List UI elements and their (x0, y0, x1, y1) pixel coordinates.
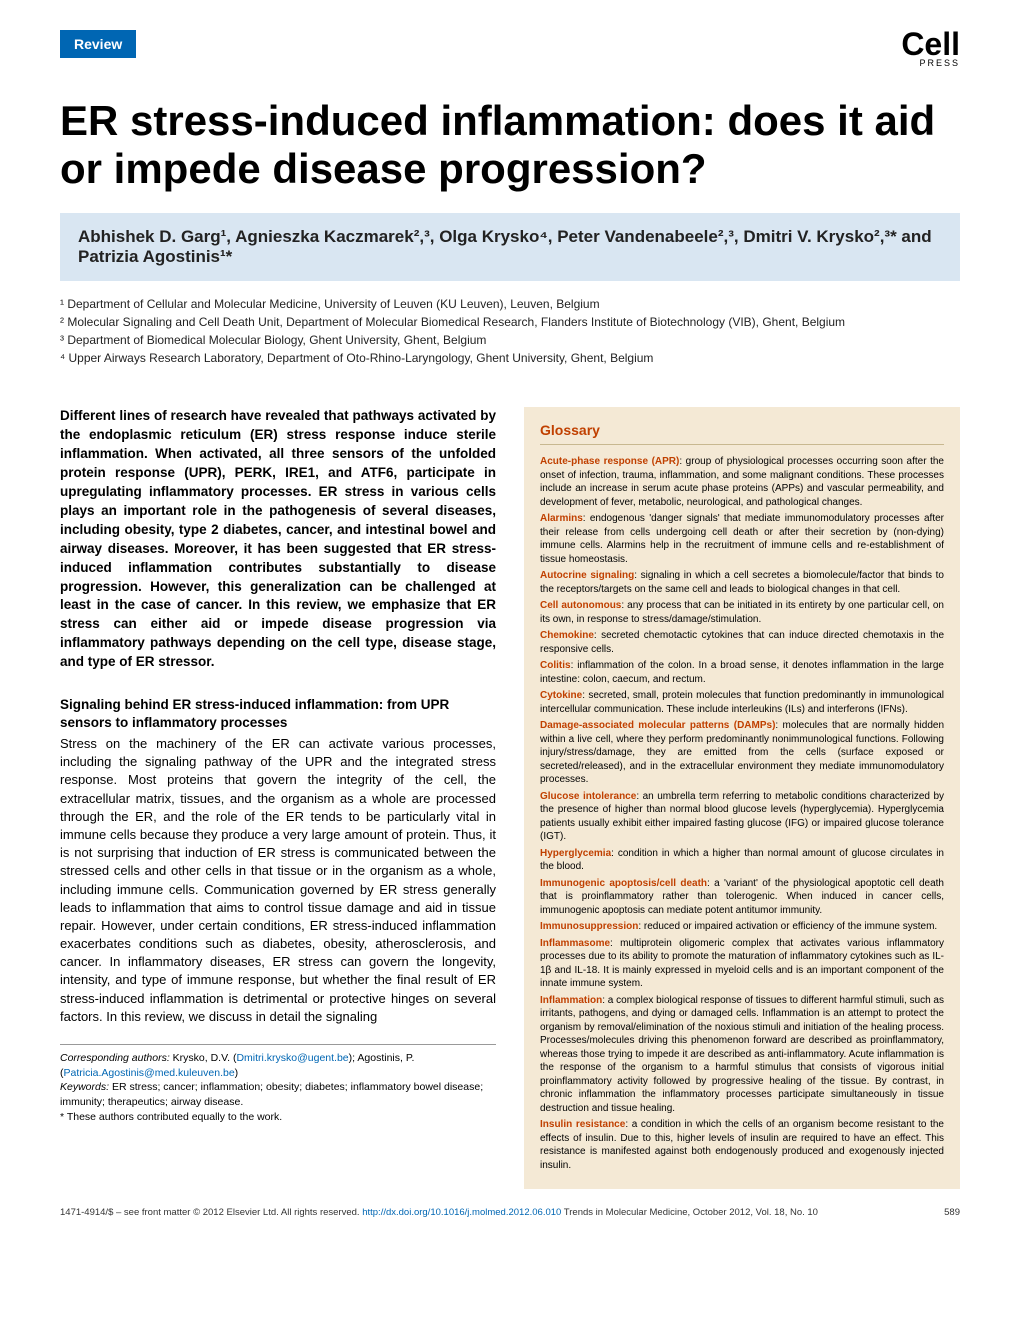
email-link-2[interactable]: Patricia.Agostinis@med.kuleuven.be (64, 1067, 235, 1079)
glossary-definition: : endogenous 'danger signals' that media… (540, 513, 944, 565)
affiliation-line: ³ Department of Biomedical Molecular Bio… (60, 331, 960, 349)
keywords-text: ER stress; cancer; inflammation; obesity… (60, 1081, 483, 1108)
glossary-definition: : inflammation of the colon. In a broad … (540, 660, 944, 685)
left-column: Different lines of research have reveale… (60, 407, 496, 1189)
glossary-term: Colitis (540, 660, 571, 671)
affiliations: ¹ Department of Cellular and Molecular M… (60, 295, 960, 367)
glossary-entry: Alarmins: endogenous 'danger signals' th… (540, 512, 944, 566)
glossary-definition: : secreted, small, protein molecules tha… (540, 690, 944, 715)
authors-list: Abhishek D. Garg¹, Agnieszka Kaczmarek²,… (60, 213, 960, 281)
abstract: Different lines of research have reveale… (60, 407, 496, 671)
footer-left: 1471-4914/$ – see front matter © 2012 El… (60, 1207, 818, 1218)
cell-press-logo: Cell PRESS (901, 30, 960, 67)
equal-contribution-note: * These authors contributed equally to t… (60, 1110, 496, 1125)
glossary-entry: Autocrine signaling: signaling in which … (540, 569, 944, 596)
footer: 1471-4914/$ – see front matter © 2012 El… (0, 1199, 1020, 1238)
glossary-entry: Cell autonomous: any process that can be… (540, 599, 944, 626)
glossary-definition: : secreted chemotactic cytokines that ca… (540, 630, 944, 655)
glossary-term: Hyperglycemia (540, 848, 611, 859)
affiliation-line: ² Molecular Signaling and Cell Death Uni… (60, 313, 960, 331)
glossary-term: Cell autonomous (540, 600, 621, 611)
header-bar: Review Cell PRESS (0, 0, 1020, 77)
copyright-text: 1471-4914/$ – see front matter © 2012 El… (60, 1207, 362, 1218)
glossary-definition: : a complex biological response of tissu… (540, 995, 944, 1114)
glossary-term: Insulin resistance (540, 1119, 625, 1130)
glossary-definition: : reduced or impaired activation or effi… (638, 921, 937, 932)
glossary-entry: Insulin resistance: a condition in which… (540, 1118, 944, 1172)
glossary-entry: Hyperglycemia: condition in which a high… (540, 847, 944, 874)
glossary-entries: Acute-phase response (APR): group of phy… (540, 455, 944, 1172)
glossary-entry: Inflammasome: multiprotein oligomeric co… (540, 937, 944, 991)
glossary-term: Inflammation (540, 995, 602, 1006)
glossary-term: Chemokine (540, 630, 594, 641)
glossary-term: Autocrine signaling (540, 570, 634, 581)
keywords-label: Keywords: (60, 1081, 109, 1093)
glossary-entry: Damage-associated molecular patterns (DA… (540, 719, 944, 787)
affiliation-line: ¹ Department of Cellular and Molecular M… (60, 295, 960, 313)
glossary-term: Damage-associated molecular patterns (DA… (540, 720, 775, 731)
glossary-term: Alarmins (540, 513, 583, 524)
glossary-entry: Immunosuppression: reduced or impaired a… (540, 920, 944, 934)
article-title: ER stress-induced inflammation: does it … (60, 97, 960, 194)
keywords-line: Keywords: ER stress; cancer; inflammatio… (60, 1080, 496, 1109)
page-number: 589 (944, 1207, 960, 1218)
glossary-entry: Glucose intolerance: an umbrella term re… (540, 790, 944, 844)
email-link-1[interactable]: Dmitri.krysko@ugent.be (236, 1052, 348, 1064)
glossary-term: Inflammasome (540, 938, 610, 949)
glossary-entry: Immunogenic apoptosis/cell death: a 'var… (540, 877, 944, 918)
doi-link[interactable]: http://dx.doi.org/10.1016/j.molmed.2012.… (362, 1207, 561, 1218)
correspondence-block: Corresponding authors: Krysko, D.V. (Dmi… (60, 1044, 496, 1124)
glossary-entry: Chemokine: secreted chemotactic cytokine… (540, 629, 944, 656)
corresponding-authors: Corresponding authors: Krysko, D.V. (Dmi… (60, 1051, 496, 1080)
glossary-term: Glucose intolerance (540, 791, 636, 802)
affiliation-line: ⁴ Upper Airways Research Laboratory, Dep… (60, 349, 960, 367)
corr-text: Krysko, D.V. (170, 1052, 233, 1064)
journal-ref: Trends in Molecular Medicine, October 20… (561, 1207, 818, 1218)
glossary-entry: Inflammation: a complex biological respo… (540, 994, 944, 1116)
glossary-entry: Colitis: inflammation of the colon. In a… (540, 659, 944, 686)
corr-label: Corresponding authors: (60, 1052, 170, 1064)
glossary-term: Immunosuppression (540, 921, 638, 932)
review-badge: Review (60, 30, 136, 58)
glossary-term: Immunogenic apoptosis/cell death (540, 878, 707, 889)
section-heading: Signaling behind ER stress-induced infla… (60, 696, 496, 731)
logo-main: Cell (901, 30, 960, 59)
glossary-entry: Cytokine: secreted, small, protein molec… (540, 689, 944, 716)
right-column: Glossary Acute-phase response (APR): gro… (524, 407, 960, 1189)
body-paragraph: Stress on the machinery of the ER can ac… (60, 735, 496, 1026)
glossary-term: Acute-phase response (APR) (540, 456, 679, 467)
glossary-title: Glossary (540, 421, 944, 445)
glossary-box: Glossary Acute-phase response (APR): gro… (524, 407, 960, 1189)
glossary-entry: Acute-phase response (APR): group of phy… (540, 455, 944, 509)
glossary-term: Cytokine (540, 690, 582, 701)
